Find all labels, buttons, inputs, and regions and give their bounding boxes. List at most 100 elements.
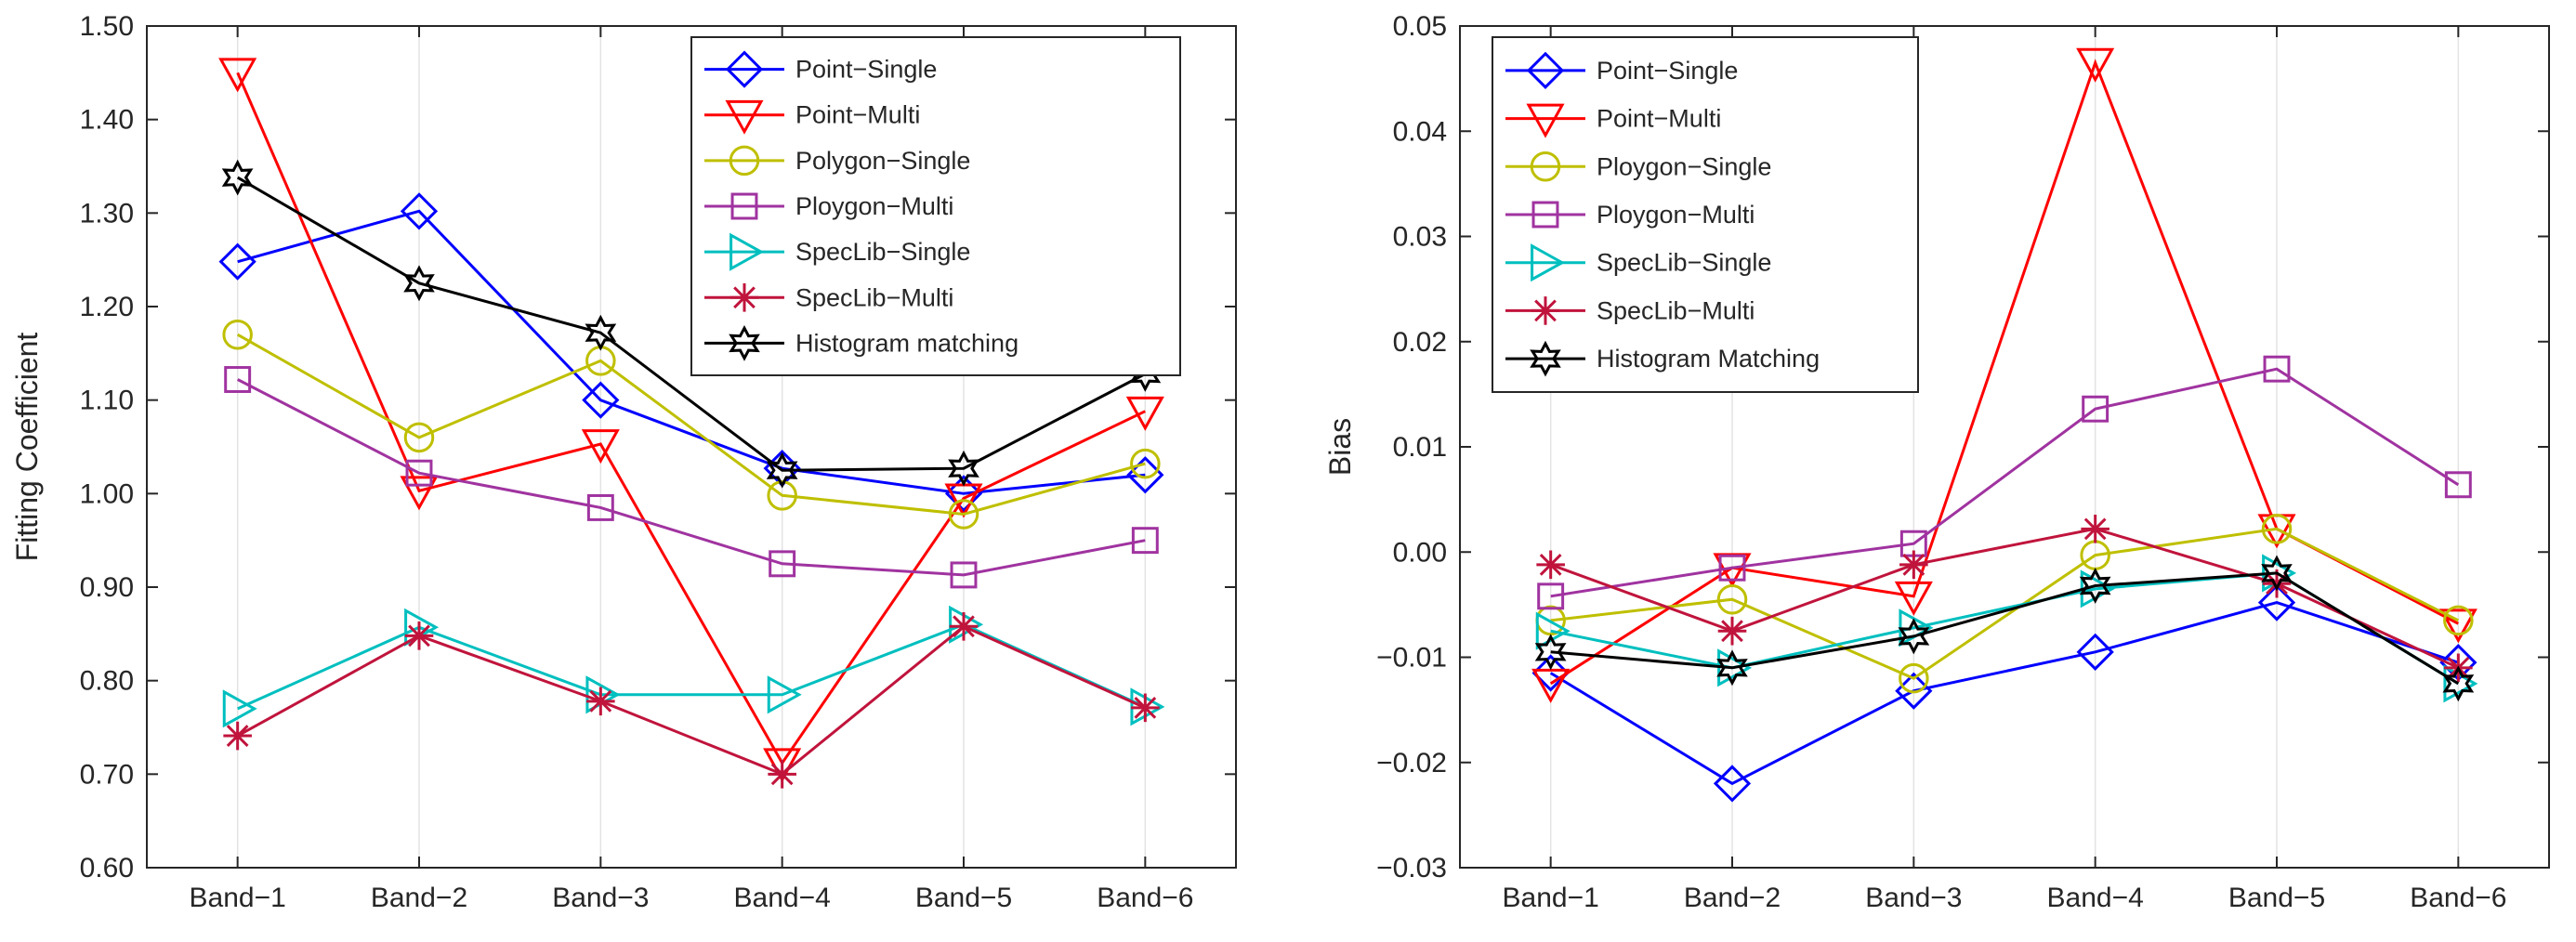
series [222,319,1161,530]
data-point [581,429,620,464]
legend-label: Ploygon−Single [1597,152,1771,180]
data-point [224,366,252,393]
legend-marker [1531,243,1566,282]
data-point [2443,664,2478,703]
series-line [236,176,1146,472]
series-line [1550,527,2459,680]
series-line [237,622,1146,711]
legend-label: SpecLib−Multi [795,283,953,311]
x-tick-label: Band−4 [2047,883,2144,913]
y-tick-label: −0.01 [1376,643,1447,674]
legend-marker [1526,51,1565,89]
y-tick-label: 0.80 [80,666,134,697]
data-point [2444,471,2472,499]
data-point [582,381,620,419]
series [1534,555,2475,702]
data-point [1130,448,1161,479]
series-line [236,333,1146,517]
series [1535,514,2474,694]
data-point [2443,605,2474,636]
y-tick-label: 1.00 [80,478,134,509]
data-point [1716,583,1748,615]
data-point [1717,616,1747,646]
legend-label: Histogram Matching [1597,345,1820,373]
y-tick-label: 1.50 [80,11,134,42]
legend-entry: Histogram Matching [1505,340,1820,377]
data-point [1718,554,1746,582]
data-point [944,475,983,513]
y-axis-label: Fitting Coefficient [10,333,44,562]
legend-label: SpecLib−Single [1597,249,1771,277]
legend-marker [1530,151,1561,182]
x-tick-label: Band−2 [371,883,467,913]
legend-entry: Point−Single [1505,51,1738,89]
legend-marker [730,192,758,220]
legend-label: Point−Single [795,56,937,84]
y-tick-label: 0.00 [1393,537,1447,568]
x-tick-label: Band−5 [915,883,1012,913]
data-point [400,192,439,230]
series [1536,515,2473,683]
data-point [2262,569,2292,598]
data-point [2263,355,2291,383]
series-line [1550,527,2459,670]
series [223,611,1160,789]
data-point [2261,555,2293,592]
legend-entry: Point−Multi [1505,103,1721,138]
y-tick-label: 0.90 [80,572,134,603]
data-point [400,476,439,511]
legend-entry: SpecLib−Single [704,232,970,271]
data-point [948,450,979,487]
legend-entry: SpecLib−Multi [704,282,953,312]
series-line [1550,571,2460,686]
data-point [222,689,257,728]
legend-entry: Point−Single [704,50,937,88]
series-line [1549,601,2459,786]
y-tick-label: 0.60 [80,853,134,883]
series [222,605,1165,728]
data-point [950,561,978,589]
y-tick-label: 1.10 [80,386,134,416]
legend-marker [729,145,760,177]
series [1535,554,2478,703]
data-point [2261,514,2293,544]
legend-label: Point−Multi [795,101,920,129]
data-point [2438,608,2477,644]
legend-label: SpecLib−Multi [1597,296,1755,324]
plot-frame [146,25,1237,869]
data-point [586,687,615,716]
legend-entry: Histogram matching [704,324,1019,361]
y-tick-label: 1.20 [80,292,134,322]
legend-marker [1531,201,1559,229]
data-point [405,459,433,487]
series-line [236,624,1146,777]
legend-entry: Point−Multi [704,99,920,135]
series [1531,583,2477,803]
legend-marker [1531,296,1560,325]
x-tick-label: Band−6 [1097,883,1193,913]
legend: Point−Single Point−Multi Ploygon−Single Plo… [1492,36,1919,393]
data-point [1899,550,1928,580]
data-point [403,422,435,453]
data-point [2081,515,2109,543]
data-point [766,451,798,489]
legend-marker [725,50,764,88]
data-point [221,159,254,196]
x-tick-label: Band−2 [1684,883,1781,913]
y-tick-label: 0.04 [1393,116,1447,147]
series [1537,355,2472,610]
data-point [403,265,435,302]
series-line [1550,367,2460,598]
data-point [2442,665,2475,702]
y-tick-label: −0.03 [1376,853,1447,883]
fitting-coefficient-chart: 0.60 0.70 0.80 0.90 1.00 1.10 1.20 1.30 1.40 1.50… [10,11,1237,913]
x-tick-label: Band−1 [190,883,286,913]
data-point [1131,693,1160,723]
series [218,192,1164,513]
data-point [1537,582,1565,610]
legend-label: Polygon−Single [795,147,970,175]
legend-label: Ploygon−Multi [1597,201,1755,229]
x-tick-label: Band−3 [552,883,649,913]
x-tick-label: Band−3 [1865,883,1962,913]
